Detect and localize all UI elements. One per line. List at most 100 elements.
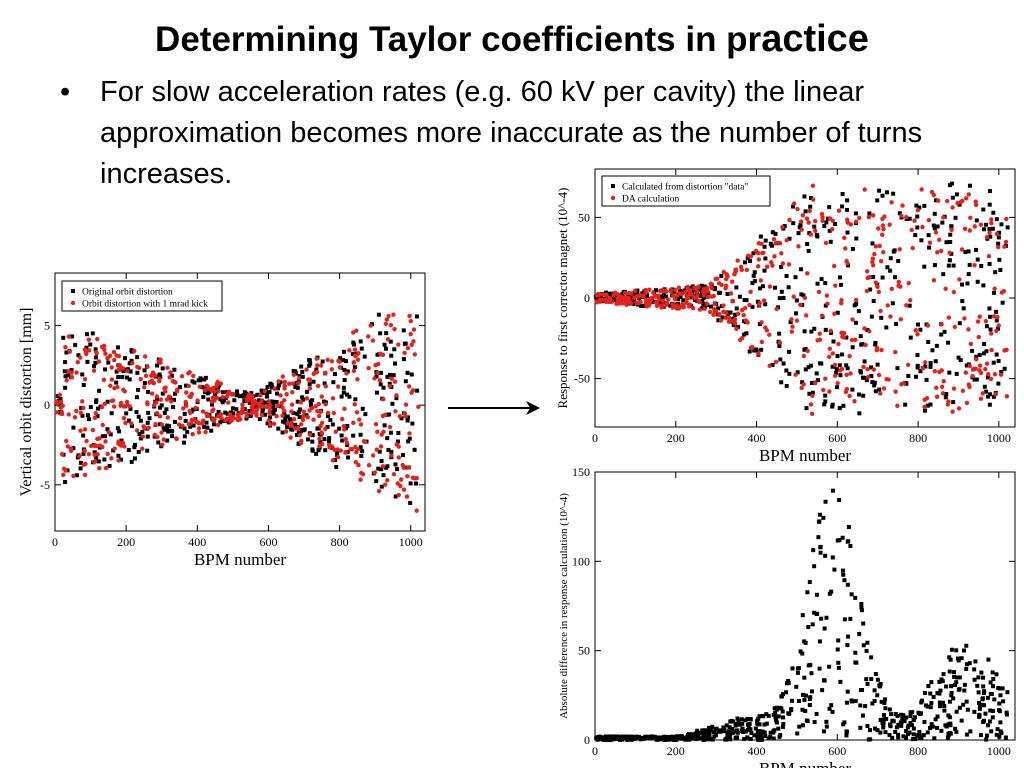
data-point xyxy=(76,353,81,358)
data-point xyxy=(789,329,795,334)
legend-marker xyxy=(71,289,75,293)
data-point xyxy=(932,369,938,374)
data-point xyxy=(989,221,994,226)
data-point xyxy=(199,421,205,426)
data-point xyxy=(737,294,742,299)
data-point xyxy=(226,389,232,394)
data-point xyxy=(907,303,912,308)
data-point xyxy=(732,317,738,322)
data-point xyxy=(942,708,947,713)
data-point xyxy=(941,672,946,677)
data-point xyxy=(136,387,141,392)
data-point xyxy=(978,222,984,227)
data-point xyxy=(844,372,849,378)
data-point xyxy=(271,421,277,426)
data-point xyxy=(947,250,952,255)
data-point xyxy=(861,364,866,369)
data-point xyxy=(807,391,812,396)
data-point xyxy=(774,306,779,312)
data-point xyxy=(994,217,999,222)
data-point xyxy=(949,227,954,232)
data-point xyxy=(705,289,711,294)
data-point xyxy=(89,443,94,449)
data-point xyxy=(401,465,406,470)
data-point xyxy=(248,413,253,418)
data-point xyxy=(375,370,380,376)
data-point xyxy=(803,693,808,698)
data-point xyxy=(977,314,982,319)
data-point xyxy=(789,707,794,712)
data-point xyxy=(124,375,129,380)
data-point xyxy=(605,737,610,742)
data-point xyxy=(801,353,807,359)
data-point xyxy=(416,404,421,410)
x-axis-label: BPM number xyxy=(759,446,851,465)
data-point xyxy=(824,615,829,620)
data-point xyxy=(829,226,835,232)
data-point xyxy=(335,384,341,389)
data-point xyxy=(994,352,999,357)
data-point xyxy=(224,416,229,422)
data-point xyxy=(127,404,132,409)
data-point xyxy=(409,390,414,395)
data-point xyxy=(611,292,616,298)
data-point xyxy=(305,389,310,394)
data-point xyxy=(80,399,85,404)
data-point xyxy=(823,376,828,381)
data-point xyxy=(815,611,820,616)
data-point xyxy=(117,429,122,434)
data-point xyxy=(880,193,885,198)
data-point xyxy=(823,281,828,286)
data-point xyxy=(301,397,306,402)
data-point xyxy=(955,200,960,206)
data-point xyxy=(690,305,696,311)
data-point xyxy=(84,438,89,444)
data-point xyxy=(835,380,840,386)
data-point xyxy=(625,300,630,305)
data-point xyxy=(858,370,863,375)
data-point xyxy=(414,314,419,319)
data-point xyxy=(793,372,798,377)
data-point xyxy=(362,354,367,359)
data-point xyxy=(794,684,799,689)
data-point xyxy=(844,733,849,738)
data-point xyxy=(920,224,925,230)
data-point xyxy=(300,369,305,374)
data-point xyxy=(779,694,784,699)
data-point xyxy=(928,402,933,407)
data-point xyxy=(168,428,173,433)
data-point xyxy=(620,301,625,306)
data-point xyxy=(853,211,858,216)
data-point xyxy=(967,363,972,368)
data-point xyxy=(915,365,920,370)
data-point xyxy=(670,302,675,307)
data-point xyxy=(929,722,934,727)
data-point xyxy=(154,394,160,399)
data-point xyxy=(754,348,759,353)
data-point xyxy=(979,670,984,675)
data-point xyxy=(849,337,855,343)
data-point xyxy=(949,693,954,698)
data-point xyxy=(916,322,921,327)
data-point xyxy=(352,365,357,370)
data-point xyxy=(360,406,365,411)
data-point xyxy=(231,406,236,411)
data-point xyxy=(310,405,315,411)
data-point xyxy=(884,377,889,382)
data-point xyxy=(394,396,399,401)
data-point xyxy=(964,666,969,671)
data-point xyxy=(796,231,801,236)
data-point xyxy=(990,684,995,689)
slide-title-tail: actice xyxy=(761,18,869,60)
data-point xyxy=(806,220,811,225)
data-point xyxy=(327,436,332,441)
data-point xyxy=(944,240,949,245)
data-point xyxy=(293,382,298,387)
data-point xyxy=(105,451,110,457)
data-point xyxy=(172,380,177,385)
data-point xyxy=(301,409,306,414)
data-point xyxy=(771,236,777,242)
data-point xyxy=(962,648,967,653)
data-point xyxy=(817,331,822,336)
data-point xyxy=(848,222,854,227)
